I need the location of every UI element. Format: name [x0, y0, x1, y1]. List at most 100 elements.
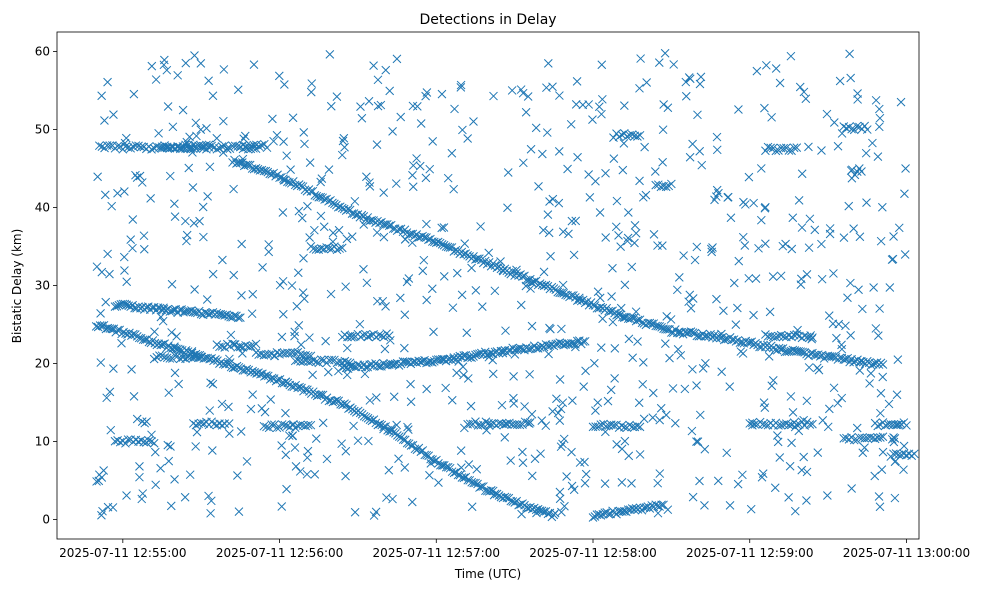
detection-point-clutter	[889, 232, 898, 241]
detection-point-clutter	[387, 423, 396, 433]
detection-point-clutter	[132, 414, 142, 424]
detection-point-clutter	[697, 160, 707, 170]
detection-point-track-B	[316, 192, 326, 202]
detection-point-band-47.4	[784, 146, 794, 155]
detection-point-clutter	[180, 492, 190, 502]
detection-point-clutter	[339, 133, 349, 143]
detection-point-track-A	[365, 415, 375, 425]
detection-point-band-47.7a	[134, 141, 143, 151]
detection-point-clutter	[870, 471, 880, 481]
detection-point-clutter	[518, 447, 527, 457]
detection-point-clutter	[225, 429, 234, 438]
detection-point-clutter	[591, 406, 600, 415]
detection-point-clutter	[355, 319, 365, 329]
detection-point-clutter	[548, 194, 558, 204]
detection-point-clutter	[373, 75, 383, 85]
detection-point-clutter	[901, 164, 910, 173]
detection-point-clutter	[593, 398, 603, 407]
detection-point-track-A	[479, 482, 488, 491]
detection-point-clutter	[523, 92, 533, 101]
detection-point-clutter	[545, 323, 554, 333]
y-tick-label: 20	[35, 357, 50, 371]
detection-point-track-A	[361, 412, 371, 422]
detection-point-band-21a	[152, 352, 162, 362]
detection-point-clutter	[316, 177, 326, 187]
detection-point-clutter	[516, 300, 526, 310]
detection-point-clutter	[553, 408, 563, 418]
detection-point-band-12d	[609, 420, 619, 430]
detection-point-clutter	[693, 110, 702, 120]
detection-point-track-E	[400, 357, 410, 367]
detection-point-band-47.7a	[207, 141, 216, 151]
detection-point-clutter	[717, 329, 726, 339]
detection-point-clutter	[234, 507, 244, 516]
detection-point-band-12a	[199, 419, 209, 428]
detection-point-band-23.8	[771, 332, 781, 342]
detection-point-band-10	[123, 435, 133, 444]
detection-point-clutter	[555, 375, 565, 384]
detection-point-clutter	[288, 431, 298, 440]
detection-point-clutter	[237, 239, 247, 249]
detection-point-band-12f	[896, 419, 906, 429]
detection-point-track-D	[218, 310, 228, 320]
detection-point-track-A	[467, 477, 477, 487]
detection-point-clutter	[187, 346, 197, 356]
detection-point-clutter	[555, 487, 565, 497]
detection-point-track-D	[175, 305, 184, 315]
detection-point-clutter	[614, 231, 623, 240]
detection-point-clutter	[373, 101, 383, 111]
detection-point-clutter	[184, 163, 194, 173]
detection-point-clutter	[400, 463, 410, 472]
detection-point-clutter	[472, 464, 482, 474]
detection-point-clutter	[543, 210, 553, 219]
detection-point-clutter	[744, 273, 754, 283]
detection-point-clutter	[580, 457, 589, 467]
detection-point-clutter	[653, 478, 663, 488]
detection-point-band-47.7c	[257, 141, 267, 150]
detection-point-track-B	[614, 309, 623, 319]
detection-point-clutter	[129, 89, 139, 99]
detection-point-band-23.8	[766, 331, 775, 341]
detection-point-band-42.8	[667, 179, 676, 189]
detection-point-band-49	[622, 132, 632, 141]
detection-point-clutter	[196, 125, 206, 134]
detection-point-clutter	[408, 170, 417, 180]
detection-point-clutter	[131, 170, 140, 180]
detection-point-band-23.5	[377, 331, 386, 341]
detection-point-clutter	[606, 385, 616, 395]
detection-point-clutter	[558, 280, 568, 290]
detection-point-clutter	[852, 423, 862, 433]
detection-point-clutter	[202, 123, 211, 133]
detection-point-clutter	[439, 223, 449, 232]
detection-point-clutter	[793, 325, 802, 335]
detection-point-clutter	[166, 501, 176, 511]
detection-point-clutter	[660, 48, 670, 58]
detection-point-clutter	[247, 309, 257, 319]
detection-point-clutter	[189, 218, 199, 228]
detection-point-clutter	[238, 154, 248, 164]
detection-point-band-12b	[267, 420, 277, 430]
detection-point-band-21a	[181, 354, 190, 364]
detection-point-clutter	[328, 228, 338, 238]
detection-point-clutter	[781, 239, 790, 249]
detection-point-clutter	[899, 465, 908, 475]
detection-point-clutter	[372, 140, 382, 149]
detection-point-clutter	[350, 507, 360, 517]
detection-point-clutter	[469, 117, 478, 126]
detection-point-clutter	[385, 335, 395, 345]
detection-point-clutter	[156, 463, 165, 473]
detection-point-band-20b	[316, 355, 326, 364]
detection-point-clutter	[603, 396, 613, 406]
detection-point-band-47.4	[771, 146, 781, 156]
detection-point-clutter	[400, 235, 410, 244]
detection-point-band-47.7b	[181, 140, 190, 150]
detection-point-clutter	[833, 398, 843, 408]
detection-point-clutter	[218, 148, 228, 157]
detection-point-clutter	[786, 51, 796, 61]
detection-point-track-F	[618, 507, 627, 517]
detection-point-clutter	[208, 269, 218, 279]
detection-point-clutter	[801, 94, 811, 104]
detection-point-clutter	[688, 294, 698, 303]
detection-point-clutter	[172, 332, 181, 341]
detection-point-clutter	[137, 494, 147, 504]
